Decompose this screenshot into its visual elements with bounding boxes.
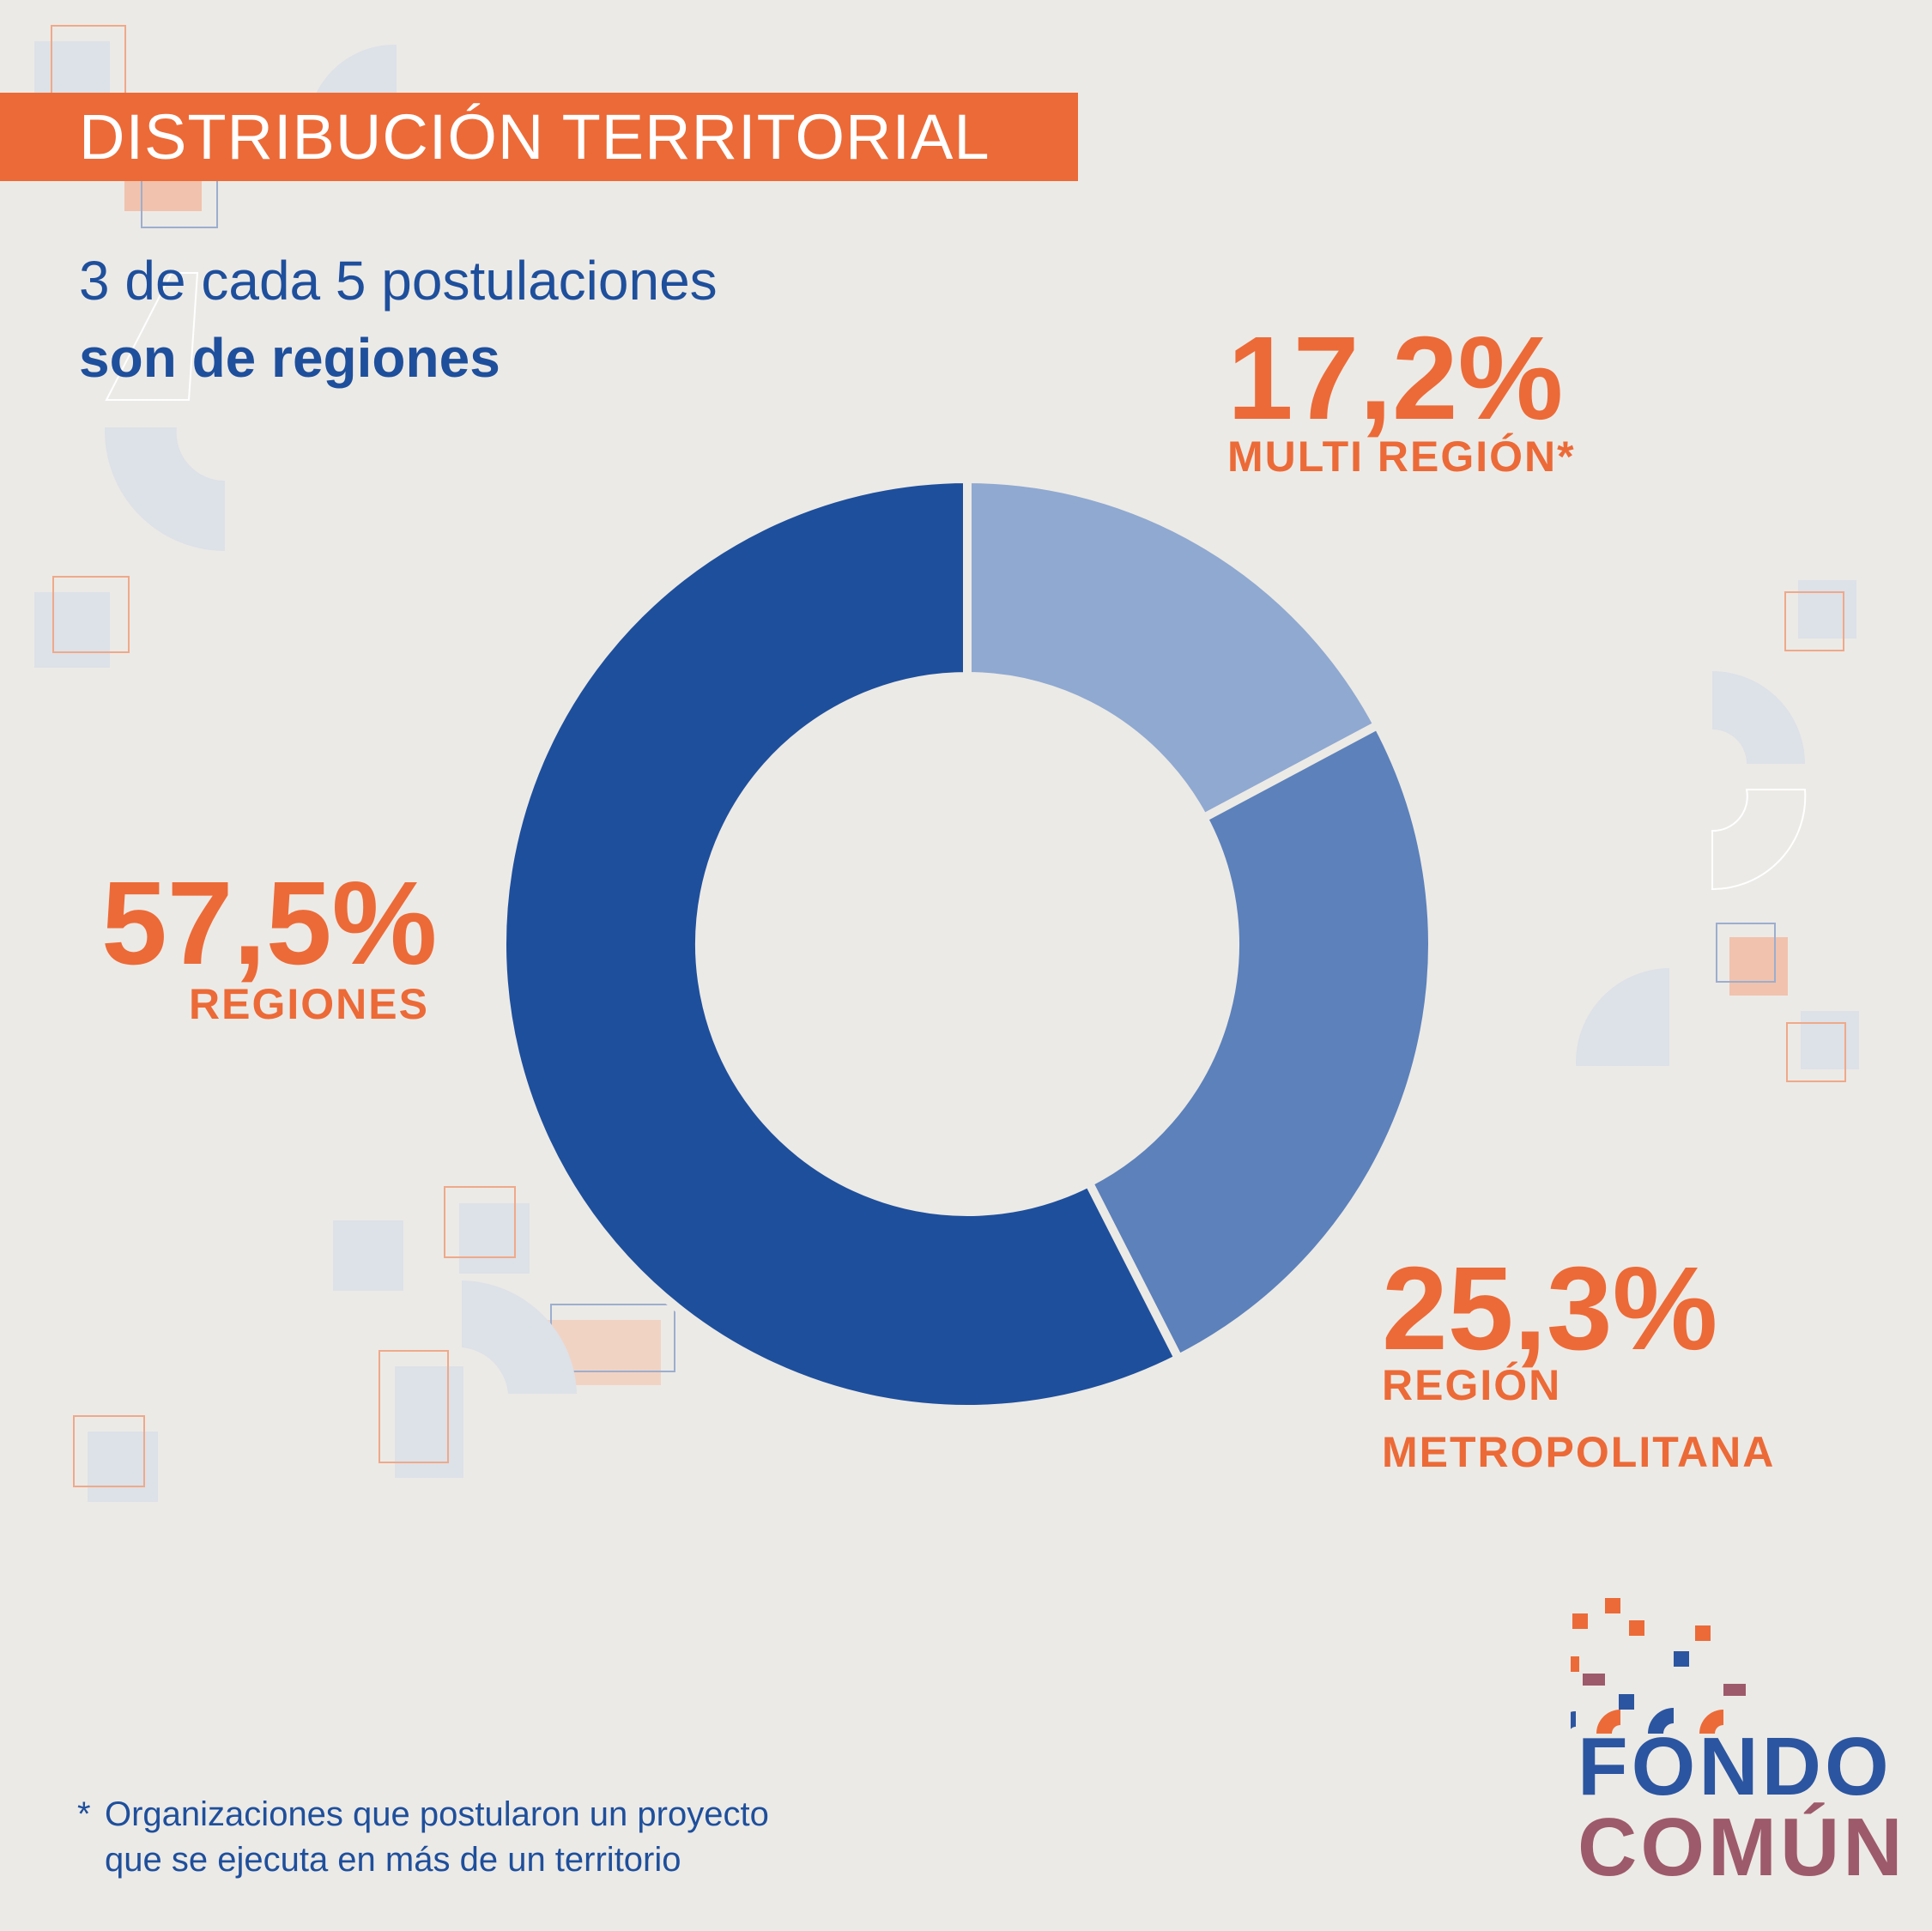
logo-word-comun: COMÚN: [1578, 1801, 1906, 1893]
footnote-line-1: Organizaciones que postularon un proyect…: [105, 1795, 769, 1833]
fondo-comun-logo: FONDO COMÚN: [1578, 1721, 1906, 1893]
subtitle-line-1: 3 de cada 5 postulaciones: [79, 250, 718, 312]
fondo-comun-logo-confetti: [1571, 1598, 1746, 1734]
regiones-label: REGIONES: [189, 980, 429, 1028]
multi-region-value: 17,2%: [1227, 312, 1564, 445]
donut-slice-1: [963, 474, 1384, 824]
footnote-asterisk: *: [77, 1795, 91, 1833]
metropolitana-value: 25,3%: [1382, 1243, 1718, 1375]
footnote-line-2: que se ejecuta en más de un territorio: [105, 1841, 681, 1879]
metropolitana-label-line-2: METROPOLITANA: [1382, 1428, 1776, 1476]
page-title: DISTRIBUCIÓN TERRITORIAL: [79, 101, 990, 173]
title-banner: DISTRIBUCIÓN TERRITORIAL: [0, 93, 1078, 181]
subtitle-line-2: son de regiones: [79, 327, 500, 389]
donut-slice-2: [1082, 719, 1437, 1365]
multi-region-label: MULTI REGIÓN*: [1227, 433, 1576, 481]
metropolitana-label-line-1: REGIÓN: [1382, 1361, 1562, 1409]
donut-slice-3: [498, 474, 1184, 1413]
regiones-value: 57,5%: [101, 857, 438, 990]
logo-word-fondo: FONDO: [1578, 1721, 1893, 1813]
